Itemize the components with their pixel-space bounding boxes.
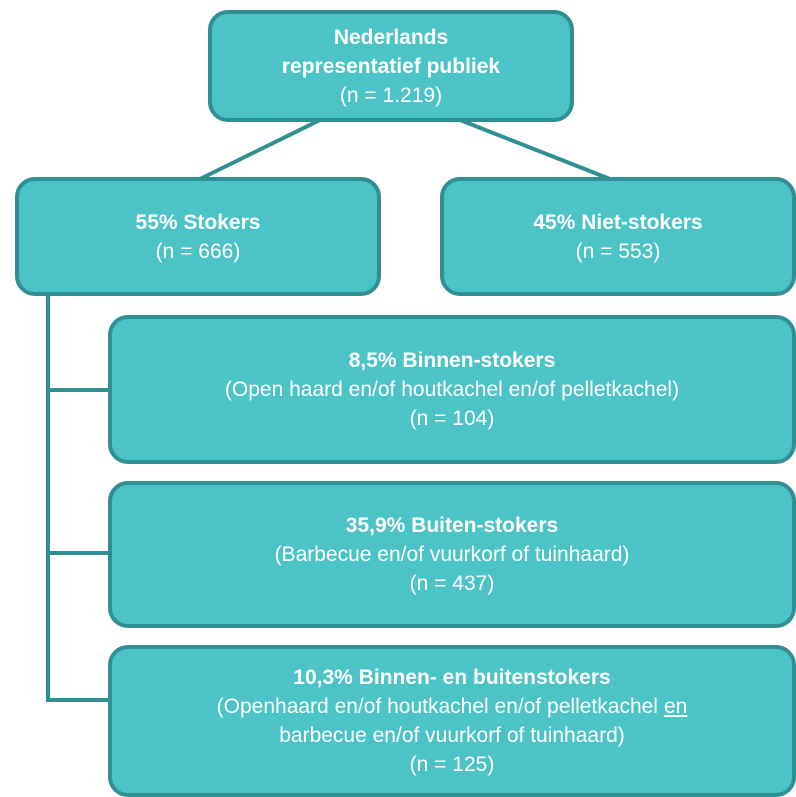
node-line: (n = 104) xyxy=(409,407,495,430)
node-title: 10,3% Binnen- en buitenstokers xyxy=(293,666,611,689)
node-title: representatief publiek xyxy=(281,54,501,78)
node-box: 35,9% Buiten-stokers (Barbecue en/of vuur… xyxy=(108,481,796,628)
node-line: (Open haard en/of houtkachel en/of pelle… xyxy=(224,378,680,401)
node-box: 10,3% Binnen- en buitenstokers (Openhaard… xyxy=(108,645,796,797)
underlined-text: en xyxy=(663,695,688,718)
node-title: 55% Stokers xyxy=(135,210,261,234)
node-line: barbecue en/of vuurkorf of tuinhaard) xyxy=(279,724,625,747)
node-line: (Openhaard en/of houtkachel en/of pellet… xyxy=(217,692,688,721)
node-line: (n = 1.219) xyxy=(339,83,443,107)
connector xyxy=(459,118,611,181)
node-line: (n = 666) xyxy=(155,239,241,263)
node-line: (n = 437) xyxy=(409,572,495,595)
connector xyxy=(199,118,321,181)
node-title: Nederlands xyxy=(333,25,449,49)
node-line: (n = 553) xyxy=(575,239,661,263)
line-text: (Openhaard en/of houtkachel en/of pellet… xyxy=(216,695,658,718)
node-box: 8,5% Binnen-stokers (Open haard en/of hou… xyxy=(108,315,796,464)
node-title: 8,5% Binnen-stokers xyxy=(348,349,556,372)
node-box: Nederlands representatief publiek (n = 1.2… xyxy=(208,10,574,122)
node-box: 45% Niet-stokers (n = 553) xyxy=(440,177,796,296)
node-box: 55% Stokers (n = 666) xyxy=(15,177,381,296)
node-title: 45% Niet-stokers xyxy=(533,210,703,234)
node-title: 35,9% Buiten-stokers xyxy=(345,514,559,537)
node-line: (Barbecue en/of vuurkorf of tuinhaard) xyxy=(274,543,630,566)
node-line: (n = 125) xyxy=(409,753,495,776)
